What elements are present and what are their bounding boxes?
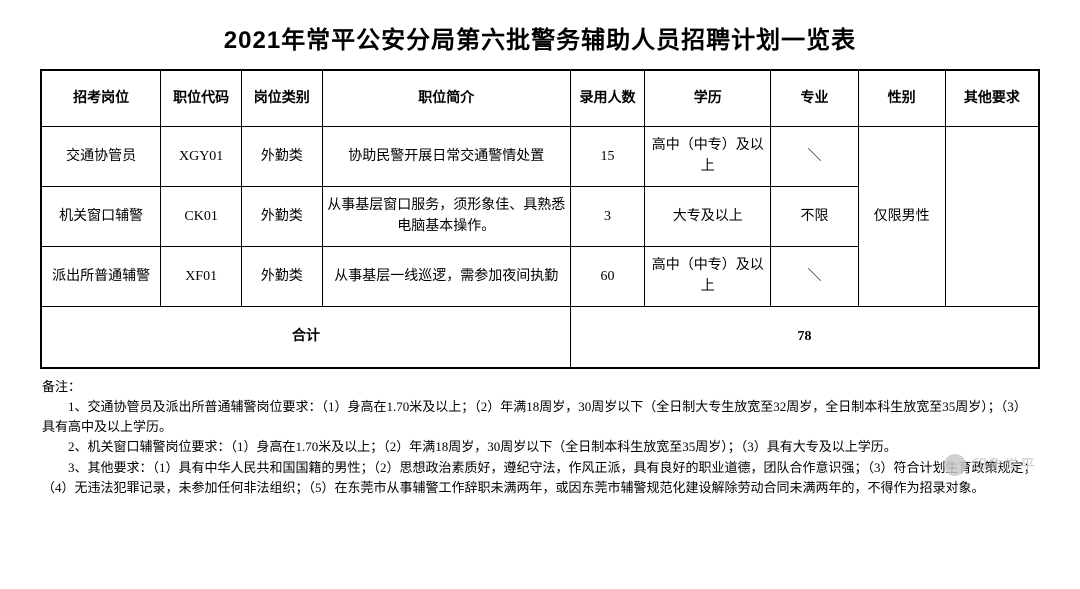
cell-description: 从事基层窗口服务，须形象佳、具熟悉电脑基本操作。 — [322, 186, 570, 246]
cell-category: 外勤类 — [241, 126, 322, 186]
cell-position: 机关窗口辅警 — [41, 186, 161, 246]
col-code: 职位代码 — [161, 70, 242, 126]
table-row: 交通协管员 XGY01 外勤类 协助民警开展日常交通警情处置 15 高中（中专）… — [41, 126, 1039, 186]
cell-hirecount: 3 — [570, 186, 644, 246]
cell-category: 外勤类 — [241, 186, 322, 246]
cell-major: ＼ — [771, 126, 858, 186]
cell-code: CK01 — [161, 186, 242, 246]
col-position: 招考岗位 — [41, 70, 161, 126]
cell-gender-merged: 仅限男性 — [858, 126, 945, 306]
cell-education: 高中（中专）及以上 — [645, 246, 771, 306]
subtotal-label: 合计 — [41, 306, 570, 368]
page-title: 2021年常平公安分局第六批警务辅助人员招聘计划一览表 — [40, 20, 1040, 55]
cell-major: ＼ — [771, 246, 858, 306]
cell-position: 交通协管员 — [41, 126, 161, 186]
col-education: 学历 — [645, 70, 771, 126]
cell-position: 派出所普通辅警 — [41, 246, 161, 306]
document-page: 2021年常平公安分局第六批警务辅助人员招聘计划一览表 招考岗位 职位代码 岗位… — [0, 0, 1080, 518]
notes-body: 1、交通协管员及派出所普通辅警岗位要求：（1）身高在1.70米及以上；（2）年满… — [42, 399, 1037, 495]
cell-description: 从事基层一线巡逻，需参加夜间执勤 — [322, 246, 570, 306]
col-other: 其他要求 — [945, 70, 1039, 126]
col-major: 专业 — [771, 70, 858, 126]
cell-code: XF01 — [161, 246, 242, 306]
subtotal-value: 78 — [570, 306, 1039, 368]
recruitment-table: 招考岗位 职位代码 岗位类别 职位简介 录用人数 学历 专业 性别 其他要求 交… — [40, 69, 1040, 369]
notes-block: 备注： 1、交通协管员及派出所普通辅警岗位要求：（1）身高在1.70米及以上；（… — [40, 377, 1040, 498]
col-category: 岗位类别 — [241, 70, 322, 126]
col-hirecount: 录用人数 — [570, 70, 644, 126]
subtotal-row: 合计 78 — [41, 306, 1039, 368]
notes-label: 备注： — [42, 379, 81, 394]
col-gender: 性别 — [858, 70, 945, 126]
cell-education: 大专及以上 — [645, 186, 771, 246]
cell-hirecount: 60 — [570, 246, 644, 306]
col-description: 职位简介 — [322, 70, 570, 126]
cell-code: XGY01 — [161, 126, 242, 186]
cell-hirecount: 15 — [570, 126, 644, 186]
cell-major: 不限 — [771, 186, 858, 246]
cell-other-merged — [945, 126, 1039, 306]
cell-education: 高中（中专）及以上 — [645, 126, 771, 186]
cell-description: 协助民警开展日常交通警情处置 — [322, 126, 570, 186]
cell-category: 外勤类 — [241, 246, 322, 306]
table-header-row: 招考岗位 职位代码 岗位类别 职位简介 录用人数 学历 专业 性别 其他要求 — [41, 70, 1039, 126]
